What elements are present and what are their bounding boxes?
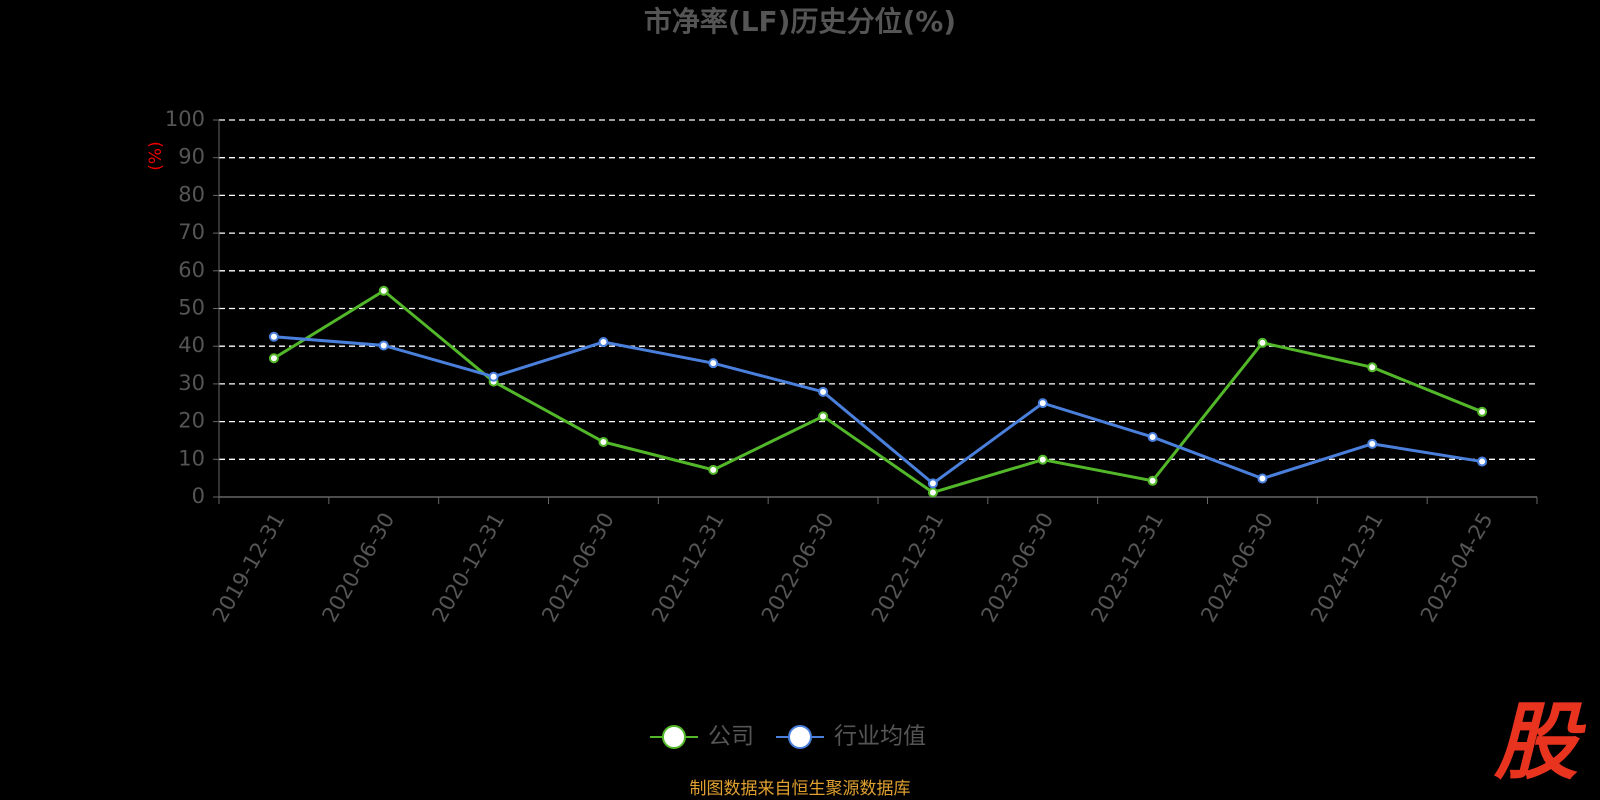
logo: 股 — [1493, 693, 1587, 791]
y-tick-label: 10 — [178, 446, 205, 470]
y-tick-label: 40 — [178, 333, 205, 357]
series-line — [273, 335, 1483, 486]
data-point — [818, 386, 829, 397]
source-note: 制图数据来自恒生聚源数据库 — [690, 779, 911, 799]
data-point — [268, 353, 279, 364]
y-tick-label: 60 — [178, 258, 205, 282]
data-point — [1367, 362, 1378, 373]
y-axis-label: (%) — [146, 141, 166, 170]
chart-title: 市净率(LF)历史分位(%) — [644, 5, 956, 38]
data-point — [488, 371, 499, 382]
y-tick-label: 80 — [178, 182, 205, 206]
data-point — [598, 436, 609, 447]
data-point — [708, 358, 719, 369]
data-point — [927, 487, 938, 498]
legend-marker — [662, 725, 686, 749]
series-line — [273, 288, 1483, 495]
legend-label: 公司 — [708, 724, 754, 750]
y-tick-label: 100 — [165, 107, 205, 131]
y-tick-label: 20 — [178, 409, 205, 433]
data-point — [1147, 432, 1158, 443]
y-tick-label: 50 — [178, 296, 205, 320]
data-point — [268, 331, 279, 342]
data-point — [1257, 473, 1268, 484]
data-point — [927, 478, 938, 489]
data-point — [378, 340, 389, 351]
data-point — [378, 285, 389, 296]
y-tick-label: 70 — [178, 220, 205, 244]
y-tick-label: 0 — [192, 484, 205, 508]
data-point — [1367, 438, 1378, 449]
y-tick-label: 90 — [178, 145, 205, 169]
data-point — [1257, 337, 1268, 348]
y-tick-label: 30 — [178, 371, 205, 395]
data-point — [1477, 406, 1488, 417]
data-point — [1037, 398, 1048, 409]
data-point — [1037, 454, 1048, 465]
data-point — [1477, 456, 1488, 467]
data-point — [1147, 475, 1158, 486]
data-point — [708, 464, 719, 475]
legend-label: 行业均值 — [834, 724, 926, 750]
data-point — [598, 337, 609, 348]
legend-marker — [788, 725, 812, 749]
data-point — [818, 411, 829, 422]
